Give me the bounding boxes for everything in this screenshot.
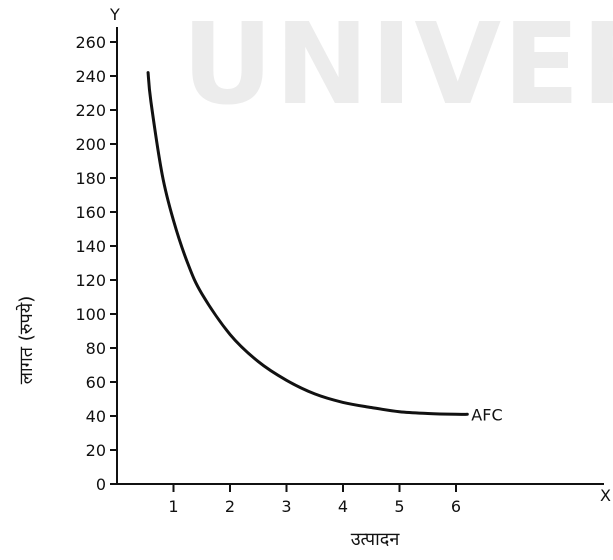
y-tick-label: 20 <box>86 441 106 460</box>
y-tick-label: 0 <box>96 475 106 494</box>
x-tick-label: 2 <box>225 497 235 516</box>
x-tick-label: 1 <box>168 497 178 516</box>
y-tick-label: 60 <box>86 373 106 392</box>
watermark-text: UNIVERS <box>182 0 613 130</box>
y-tick-label: 100 <box>75 305 106 324</box>
y-tick-label: 180 <box>75 169 106 188</box>
x-tick-label: 3 <box>281 497 291 516</box>
y-ticks: 0 20 40 60 80 100 120 140 160 180 200 220 240 260 <box>75 33 117 494</box>
x-axis-letter: X <box>600 486 611 505</box>
y-tick-label: 140 <box>75 237 106 256</box>
y-axis-title: लागत (रुपये) <box>15 296 37 384</box>
afc-curve <box>146 71 469 416</box>
y-tick-label: 80 <box>86 339 106 358</box>
y-tick-label: 120 <box>75 271 106 290</box>
y-tick-label: 40 <box>86 407 106 426</box>
y-tick-label: 200 <box>75 135 106 154</box>
x-ticks: 1 2 3 4 5 6 <box>168 484 461 516</box>
x-axis-title: उत्पादन <box>351 529 401 550</box>
x-tick-label: 5 <box>394 497 404 516</box>
series: AFC <box>146 71 503 424</box>
y-tick-label: 240 <box>75 67 106 86</box>
axes: Y X <box>109 5 611 505</box>
y-axis-letter: Y <box>109 5 120 24</box>
x-tick-label: 4 <box>338 497 348 516</box>
x-tick-label: 6 <box>451 497 461 516</box>
y-tick-label: 160 <box>75 203 106 222</box>
y-tick-label: 260 <box>75 33 106 52</box>
series-label-afc: AFC <box>471 405 502 424</box>
y-tick-label: 220 <box>75 101 106 120</box>
